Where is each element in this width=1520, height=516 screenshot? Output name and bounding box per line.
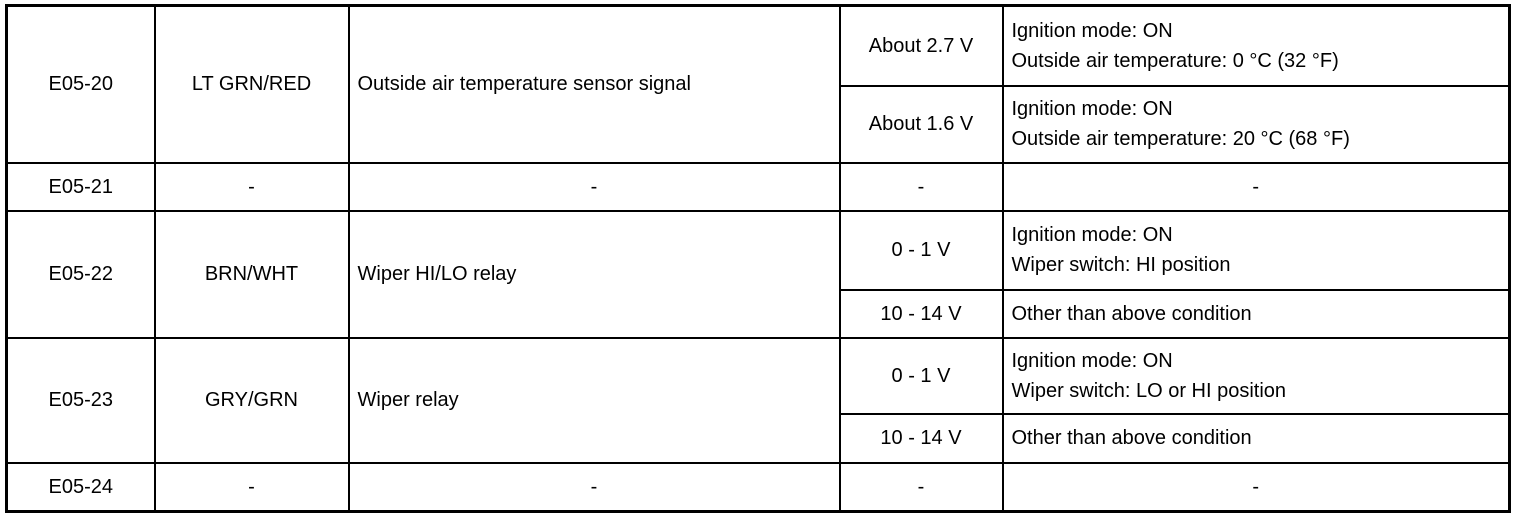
condition-cell: -: [1001, 161, 1511, 212]
condition-line: Ignition mode: ON: [1011, 349, 1173, 372]
value-cell: About 1.6 V: [838, 84, 1004, 164]
terminal-cell: E05-24: [5, 461, 156, 513]
wire-color-cell: -: [153, 461, 350, 513]
value-cell: -: [838, 161, 1004, 212]
table-row: E05-24- - - -: [5, 461, 1511, 513]
condition-cell: Ignition mode: ON Outside air temperature…: [1001, 84, 1511, 164]
table-row: 10 - 14 V Other than above condition: [7, 288, 1511, 339]
condition-cell: Ignition mode: ON Wiper switch: LO or HI …: [1001, 336, 1511, 415]
description-cell: Wiper relay: [347, 336, 841, 464]
condition-line: Ignition mode: ON: [1011, 224, 1173, 246]
wire-color-cell: GRY/GRN: [153, 336, 350, 464]
condition-line: Wiper switch: HI position: [1011, 254, 1231, 276]
condition-line: -: [1252, 175, 1260, 198]
value-cell: 10 - 14 V: [838, 288, 1004, 339]
condition-line: Other than above condition: [1011, 302, 1252, 325]
condition-line: Ignition mode: ON: [1011, 98, 1173, 120]
condition-line: Wiper switch: LO or HI position: [1011, 379, 1287, 402]
value-cell: 0 - 1 V: [838, 336, 1004, 415]
condition-cell: Ignition mode: ON Wiper switch: HI positi…: [1001, 209, 1511, 291]
condition-line: Ignition mode: ON: [1011, 19, 1173, 42]
value-cell: 0 - 1 V: [838, 209, 1004, 291]
value-cell: 10 - 14 V: [838, 412, 1004, 464]
condition-cell: Other than above condition: [1001, 412, 1511, 464]
table-row: 10 - 14 V Other than above condition: [7, 412, 1511, 464]
wire-color-cell: -: [153, 161, 350, 212]
terminal-cell: E05-20: [5, 4, 156, 164]
condition-line: -: [1252, 475, 1260, 498]
terminal-cell: E05-21: [5, 161, 156, 212]
condition-line: Outside air temperature: 0 °C (32 °F): [1011, 49, 1339, 72]
condition-cell: Other than above condition: [1001, 288, 1511, 339]
condition-cell: Ignition mode: ON Outside air temperature…: [1001, 4, 1511, 87]
wire-color-cell: LT GRN/RED: [153, 4, 350, 164]
terminal-cell: E05-22: [5, 209, 156, 339]
description-cell: -: [347, 161, 841, 212]
value-cell: About 2.7 V: [838, 4, 1004, 87]
table-row: About 1.6 V Ignition mode: ON Outside air …: [7, 84, 1511, 164]
table-row: E05-21- - - -: [5, 161, 1511, 212]
description-cell: -: [347, 461, 841, 513]
table-row: E05-20 LT GRN/RED Outside air temperature …: [5, 4, 1511, 164]
table-row: E05-23 GRY/GRN Wiper relay 0 - 1 V Ignition …: [5, 336, 1511, 464]
condition-cell: -: [1001, 461, 1511, 513]
value-cell: -: [838, 461, 1004, 513]
terminal-cell: E05-23: [5, 336, 156, 464]
wire-color-cell: BRN/WHT: [153, 209, 350, 339]
table-row: E05-22 BRN/WHT Wiper HI/LO relay 0 - 1 V Ign…: [5, 209, 1511, 339]
description-cell: Outside air temperature sensor signal: [347, 4, 841, 164]
description-cell: Wiper HI/LO relay: [347, 209, 841, 339]
condition-line: Other than above condition: [1011, 427, 1252, 449]
terminal-table: E05-20 LT GRN/RED Outside air temperature …: [5, 4, 1511, 513]
condition-line: Outside air temperature: 20 °C (68 °F): [1011, 128, 1350, 150]
